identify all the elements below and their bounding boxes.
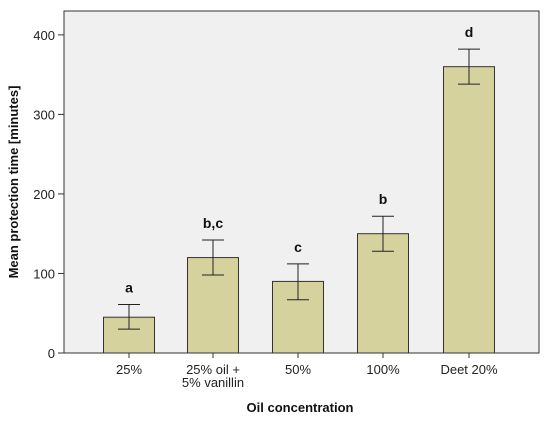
significance-label: a xyxy=(125,279,133,295)
significance-label: c xyxy=(294,239,302,255)
significance-label: b,c xyxy=(203,215,223,231)
significance-labels: a b,c c b d xyxy=(125,24,473,295)
y-tick-label: 200 xyxy=(33,187,55,202)
x-axis-title: Oil concentration xyxy=(247,400,354,415)
significance-label: b xyxy=(379,191,388,207)
error-bar xyxy=(202,239,224,276)
x-tick-label: 50% xyxy=(285,362,311,377)
x-tick-label: Deet 20% xyxy=(440,362,498,377)
x-tick-label: 100% xyxy=(366,362,400,377)
y-tick-label: 0 xyxy=(48,346,55,361)
y-axis: 0 100 200 300 400 xyxy=(33,28,64,361)
error-bars xyxy=(118,48,480,330)
x-tick-label: 25% oil +5% vanillin xyxy=(182,362,244,390)
significance-label: d xyxy=(465,24,474,40)
error-bar xyxy=(118,303,140,330)
bar xyxy=(443,66,495,354)
x-axis: 25% 25% oil +5% vanillin 50% 100% Deet 20% xyxy=(116,353,498,390)
error-bar xyxy=(287,263,309,301)
y-tick-label: 400 xyxy=(33,28,55,43)
error-bar xyxy=(458,48,480,85)
y-tick-label: 300 xyxy=(33,107,55,122)
x-tick-label: 25% xyxy=(116,362,142,377)
error-bar xyxy=(372,215,394,252)
bars xyxy=(103,66,495,354)
y-axis-title: Mean protection time [minutes] xyxy=(6,86,21,279)
y-tick-label: 100 xyxy=(33,266,55,281)
